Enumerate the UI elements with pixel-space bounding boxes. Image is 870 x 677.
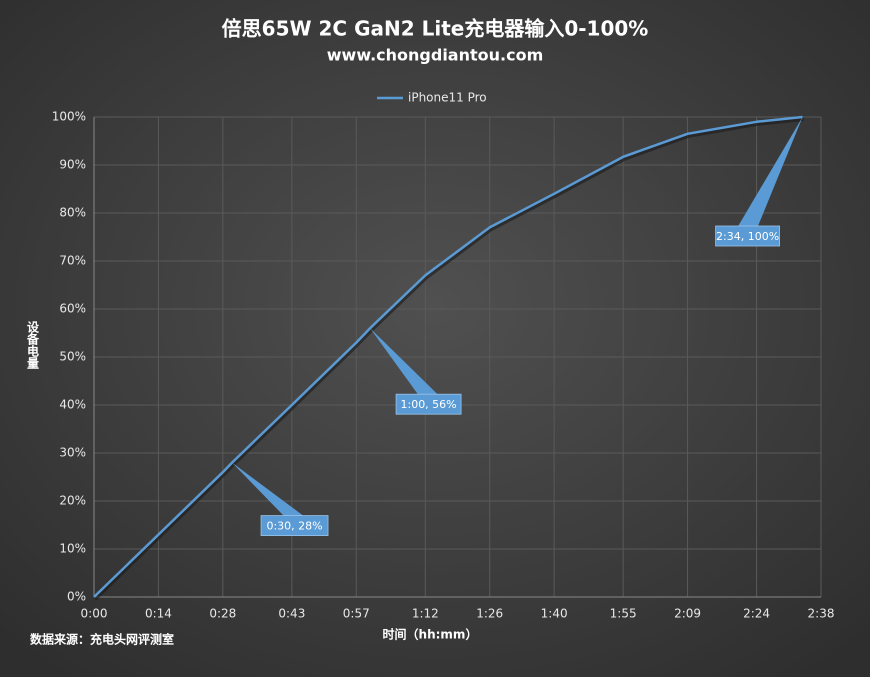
x-tick-label: 0:14 (145, 607, 172, 621)
callout-text: 0:30, 28% (266, 520, 322, 533)
x-tick-label: 0:28 (209, 607, 236, 621)
callout-box (715, 225, 780, 247)
series-line (93, 115, 803, 598)
x-tick-label: 1:40 (541, 607, 568, 621)
callout-text: 1:00, 56% (400, 398, 456, 411)
y-tick-label: 80% (59, 206, 86, 220)
callout-box (395, 393, 462, 415)
callout-pointer (232, 462, 305, 517)
x-tick-label: 0:00 (81, 607, 108, 621)
y-tick-label: 90% (59, 158, 86, 172)
x-tick-label: 2:09 (674, 607, 701, 621)
chart-subtitle: www.chongdiantou.com (327, 46, 544, 65)
y-axis-label: 设备电量 (26, 320, 40, 369)
y-tick-label: 60% (59, 302, 86, 316)
y-tick-label: 20% (59, 494, 86, 508)
x-tick-label: 1:55 (610, 607, 637, 621)
x-tick-label: 2:24 (743, 607, 770, 621)
callout-text: 2:34, 100% (716, 230, 779, 243)
callout-pointer (370, 328, 439, 396)
y-tick-label: 70% (59, 254, 86, 268)
line-shadow (93, 117, 804, 601)
callout-box (260, 515, 329, 536)
callout-pointer (737, 117, 803, 227)
chart-title: 倍思65W 2C GaN2 Lite充电器输入0-100% (222, 17, 649, 41)
x-axis-label: 时间（hh:mm） (383, 627, 478, 642)
x-tick-label: 2:38 (808, 607, 835, 621)
y-tick-label: 40% (59, 398, 86, 412)
y-tick-label: 30% (59, 446, 86, 460)
source-note: 数据来源：充电头网评测室 (30, 632, 174, 647)
x-tick-label: 1:12 (412, 607, 439, 621)
x-tick-label: 0:57 (343, 607, 370, 621)
y-tick-label: 0% (67, 590, 86, 604)
y-tick-label: 100% (52, 110, 86, 124)
x-tick-label: 1:26 (476, 607, 503, 621)
x-tick-label: 0:43 (278, 607, 305, 621)
y-tick-label: 50% (59, 350, 86, 364)
legend-label: iPhone11 Pro (408, 91, 487, 105)
y-tick-label: 10% (59, 542, 86, 556)
